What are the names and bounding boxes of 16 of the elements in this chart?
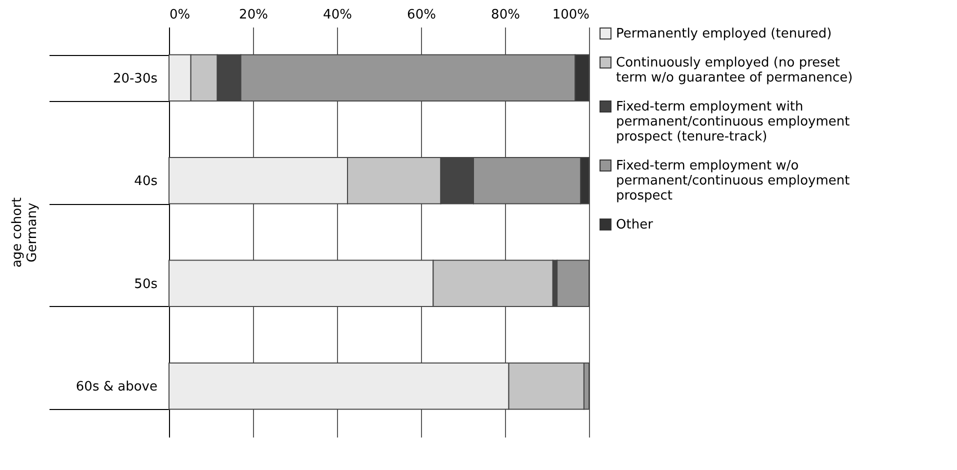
legend-label: Other [616,218,654,232]
y-axis-title: age cohort Germany [10,197,40,268]
y-tick-label: 50s [134,276,158,292]
x-tick-label: 80% [491,8,520,22]
y-tick-label: 20-30s [112,71,158,86]
x-tick-label: 40% [323,8,352,22]
x-tick-label: 0% [170,8,190,22]
legend-label: Continuously employed (no preset term w/o guarantee of permanence) [616,56,853,86]
legend-label: Fixed-term employment with permanent/continuous employment prospect (tenure-track) [616,100,850,144]
legend-label: Permanently employed (tenured) [616,26,832,42]
y-tick-label: 60s & above [76,380,158,395]
y-tick-label: 40s [134,174,158,190]
legend-label: Fixed-term employment w/o permanent/continuous employment prospect [616,158,850,204]
x-tick-label: 60% [407,8,436,22]
x-tick-label: 20% [239,8,268,22]
x-tick-label: 100% [552,8,590,22]
